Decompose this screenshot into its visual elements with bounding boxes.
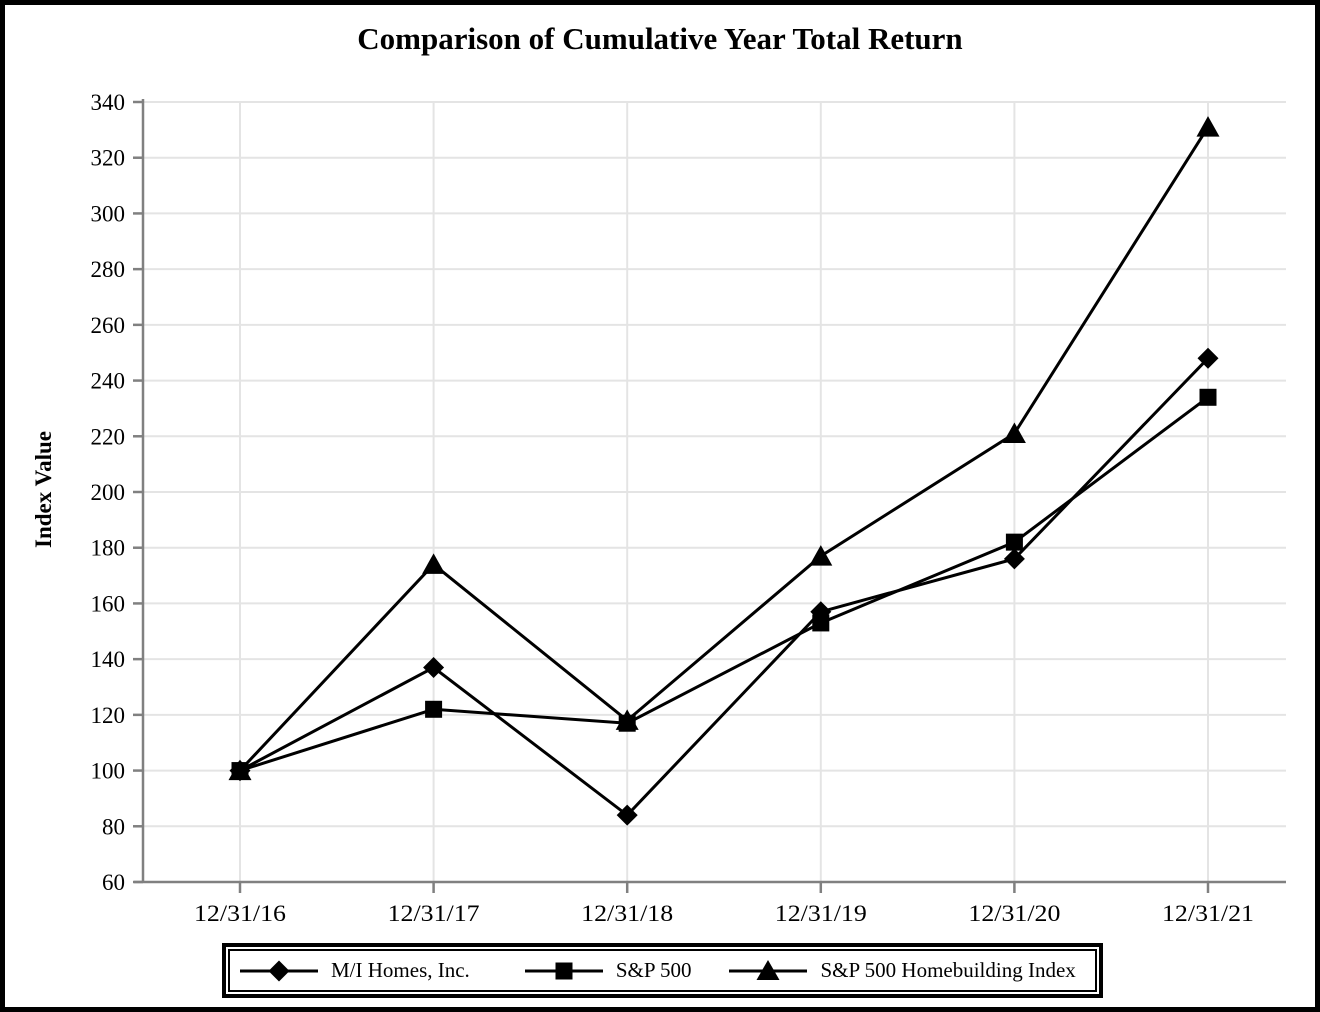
y-tick-label: 320 xyxy=(91,146,126,171)
square-marker xyxy=(618,714,636,732)
series-line-2 xyxy=(238,126,1210,772)
x-tick-label: 12/31/18 xyxy=(581,901,673,926)
chart-title: Comparison of Cumulative Year Total Retu… xyxy=(357,21,963,56)
y-tick-label: 300 xyxy=(91,201,126,226)
y-tick-label: 240 xyxy=(91,369,126,394)
diamond-marker xyxy=(1003,548,1025,570)
legend-item-homebuilding: S&P 500 Homebuilding Index xyxy=(729,957,1076,985)
triangle-marker xyxy=(809,545,833,566)
y-tick-label: 80 xyxy=(102,814,125,839)
triangle-marker xyxy=(1196,116,1220,137)
square-marker xyxy=(812,614,830,632)
diamond-marker xyxy=(616,804,638,826)
plot-area: 60 80 100 120 140 160 180 200 220 240 260 280 300 320… xyxy=(31,90,1286,926)
y-axis-title: Index Value xyxy=(31,431,56,548)
series-line-1 xyxy=(239,396,1209,773)
x-tick-label: 12/31/17 xyxy=(388,901,480,926)
y-tick-label: 60 xyxy=(102,870,125,895)
series-line-0 xyxy=(239,357,1210,818)
y-tick-label: 200 xyxy=(91,480,126,505)
legend-inner-border: M/I Homes, Inc. S&P 500 S&P 500 Homebuil… xyxy=(228,949,1097,992)
square-marker-icon xyxy=(524,962,603,979)
triangle-marker xyxy=(1002,422,1026,443)
x-tick-label: 12/31/16 xyxy=(194,901,286,926)
x-tick-label: 12/31/21 xyxy=(1162,901,1254,926)
y-tick-label: 220 xyxy=(91,424,126,449)
y-tick-label: 340 xyxy=(91,90,126,115)
y-tick-label: 260 xyxy=(91,313,126,338)
y-tick-label: 160 xyxy=(91,591,126,616)
y-tick-label: 280 xyxy=(91,257,126,282)
square-marker xyxy=(231,762,249,780)
square-marker xyxy=(1199,388,1217,406)
legend-item-mi-homes: M/I Homes, Inc. xyxy=(240,957,470,985)
triangle-marker xyxy=(422,553,446,574)
diamond-marker xyxy=(1197,347,1219,369)
legend-label-sp500: S&P 500 xyxy=(615,958,692,982)
legend: M/I Homes, Inc. S&P 500 S&P 500 Homebuil… xyxy=(222,943,1103,998)
square-marker xyxy=(425,700,443,718)
square-marker xyxy=(1005,533,1023,551)
legend-label-homebuilding: S&P 500 Homebuilding Index xyxy=(820,958,1076,982)
diamond-marker-icon xyxy=(240,960,318,981)
y-tick-label: 140 xyxy=(91,647,126,672)
diamond-marker xyxy=(423,657,445,678)
y-tick-label: 120 xyxy=(91,703,126,728)
legend-label-mi-homes: M/I Homes, Inc. xyxy=(331,958,470,982)
y-tick-label: 180 xyxy=(91,536,126,561)
x-tick-label: 12/31/20 xyxy=(968,901,1060,926)
x-tick-label: 12/31/19 xyxy=(775,901,867,926)
triangle-marker-icon xyxy=(729,959,808,980)
y-tick-label: 100 xyxy=(91,759,126,784)
legend-item-sp500: S&P 500 xyxy=(524,957,692,985)
